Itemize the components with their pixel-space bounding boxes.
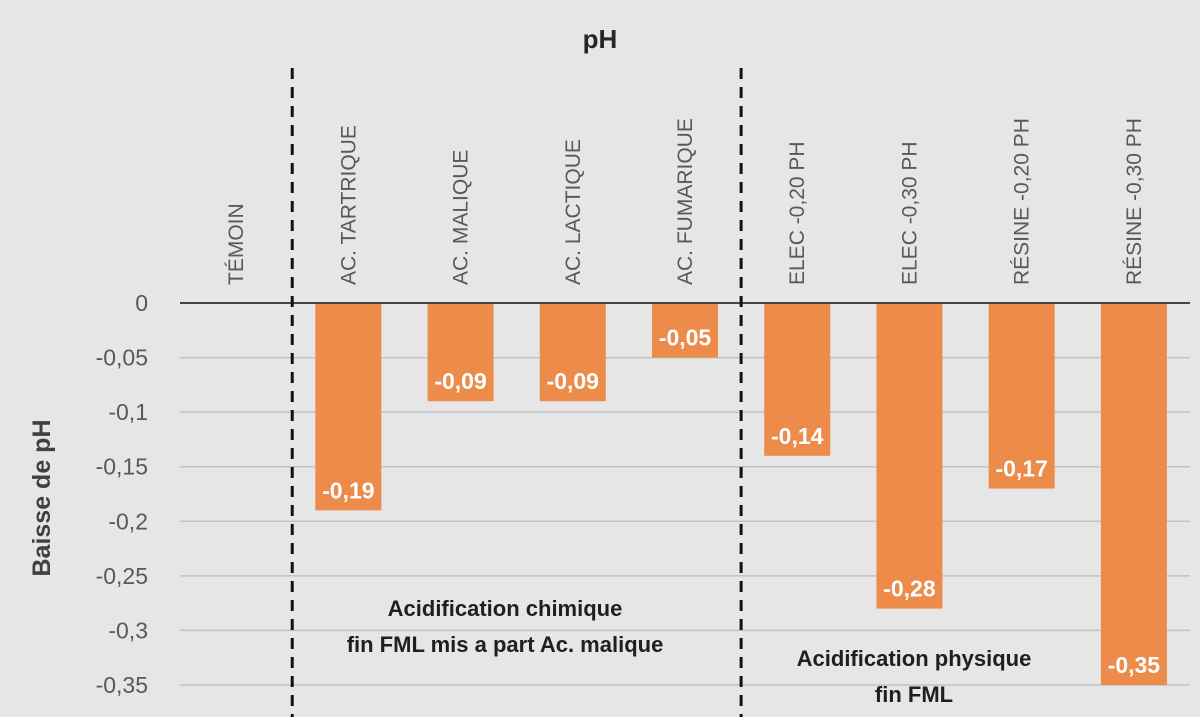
data-label: -0,05	[659, 325, 712, 351]
group-annotation: Acidification chimique	[388, 596, 623, 621]
group-annotation: Acidification physique	[797, 646, 1032, 671]
y-tick-label: -0,3	[108, 617, 148, 643]
data-labels: -0,19 -0,09 -0,09 -0,05 -0,14 -0,28 -0,17 -0,35	[322, 325, 1160, 678]
y-tick-label: -0,15	[96, 454, 148, 480]
group-annotation: fin FML	[875, 682, 953, 707]
bar	[988, 303, 1055, 489]
category-label: ELEC -0,30 PH	[898, 141, 921, 285]
data-label: -0,09	[547, 368, 599, 394]
data-label: -0,14	[771, 423, 824, 449]
y-tick-labels: 0 -0,05 -0,1 -0,15 -0,2 -0,25 -0,3 -0,35	[96, 290, 148, 698]
data-label: -0,28	[883, 576, 936, 602]
data-label: -0,35	[1108, 652, 1161, 678]
category-label: AC. LACTIQUE	[562, 139, 585, 285]
category-label: TÉMOIN	[225, 203, 248, 285]
y-tick-label: -0,25	[96, 563, 148, 589]
category-label: AC. TARTRIQUE	[337, 125, 360, 285]
y-tick-label: -0,1	[108, 399, 148, 425]
bars	[315, 303, 1167, 685]
category-label: RÉSINE -0,20 PH	[1011, 118, 1034, 285]
bar	[1100, 303, 1167, 685]
category-label: AC. MALIQUE	[450, 150, 473, 285]
y-tick-label: 0	[135, 290, 148, 316]
category-label: AC. FUMARIQUE	[674, 118, 697, 285]
data-label: -0,09	[434, 368, 486, 394]
category-labels: TÉMOIN AC. TARTRIQUE AC. MALIQUE AC. LACTIQ…	[225, 118, 1146, 285]
bar	[315, 303, 382, 511]
category-label: RÉSINE -0,30 PH	[1123, 118, 1146, 285]
y-tick-label: -0,05	[96, 345, 148, 371]
category-label: ELEC -0,20 PH	[786, 141, 809, 285]
bar	[876, 303, 943, 609]
bar	[539, 303, 606, 402]
group-annotation: fin FML mis a part Ac. malique	[347, 632, 664, 657]
y-axis-title: Baisse de pH	[28, 419, 56, 576]
bar	[764, 303, 831, 456]
bar	[652, 303, 718, 358]
bar	[427, 303, 494, 402]
chart-title: pH	[583, 24, 618, 54]
y-tick-label: -0,35	[96, 672, 148, 698]
group-annotations: Acidification chimique fin FML mis a part…	[347, 596, 1032, 707]
data-label: -0,17	[995, 456, 1047, 482]
y-tick-label: -0,2	[108, 508, 148, 534]
data-label: -0,19	[322, 477, 374, 503]
group-separators	[290, 68, 743, 717]
